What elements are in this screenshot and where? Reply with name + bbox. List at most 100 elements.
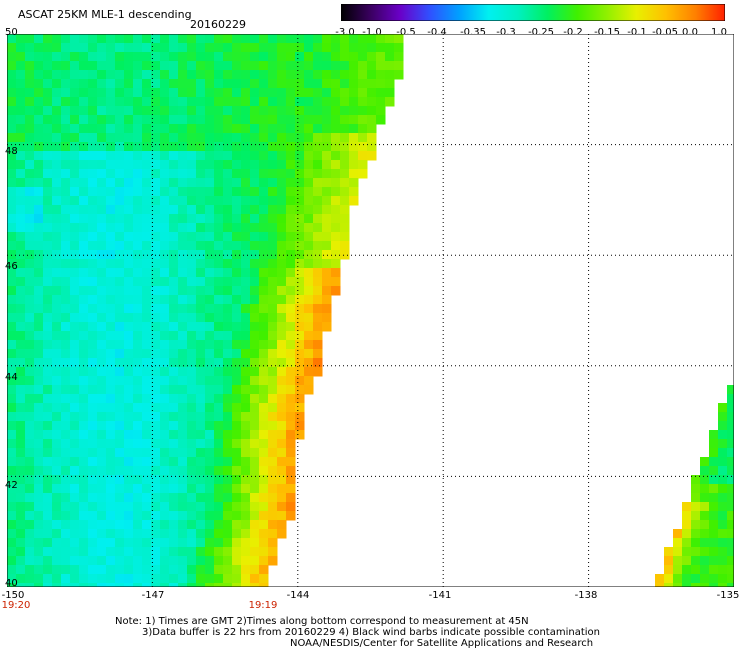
swath-cell [115, 421, 125, 431]
swath-cell [178, 178, 188, 188]
swath-cell [223, 115, 233, 125]
swath-cell [7, 106, 17, 116]
swath-cell [250, 403, 260, 413]
swath-cell [160, 61, 170, 71]
swath-cell [214, 511, 224, 521]
swath-cell [34, 538, 44, 548]
swath-cell [322, 295, 332, 305]
swath-cell [97, 349, 107, 359]
swath-cell [61, 394, 71, 404]
swath-cell [196, 565, 206, 575]
swath-cell [232, 52, 242, 62]
swath-cell [70, 376, 80, 386]
swath-cell [655, 574, 665, 584]
swath-cell [187, 97, 197, 107]
swath-cell [205, 205, 215, 215]
swath-cell [142, 214, 152, 224]
swath-cell [241, 412, 251, 422]
swath-cell [142, 79, 152, 89]
swath-cell [25, 367, 35, 377]
swath-cell [43, 106, 53, 116]
swath-cell [178, 358, 188, 368]
swath-cell [664, 565, 674, 575]
swath-cell [223, 493, 233, 503]
swath-cell [7, 286, 17, 296]
swath-cell [358, 115, 368, 125]
swath-cell [367, 61, 377, 71]
swath-cell [106, 304, 116, 314]
swath-cell [250, 511, 260, 521]
swath-cell [232, 511, 242, 521]
colorbar-label: -1.0 [362, 27, 382, 38]
swath-cell [133, 70, 143, 80]
swath-cell [331, 97, 341, 107]
swath-cell [43, 268, 53, 278]
swath-cell [124, 124, 134, 134]
swath-cell [124, 358, 134, 368]
swath-cell [160, 511, 170, 521]
swath-cell [367, 97, 377, 107]
swath-cell [34, 268, 44, 278]
swath-cell [673, 565, 683, 575]
swath-cell [358, 142, 368, 152]
swath-cell [691, 565, 701, 575]
swath-cell [700, 484, 710, 494]
swath-cell [718, 466, 728, 476]
swath-cell [70, 169, 80, 179]
swath-cell [223, 88, 233, 98]
swath-cell [115, 556, 125, 566]
swath-cell [61, 169, 71, 179]
swath-cell [70, 268, 80, 278]
swath-cell [34, 223, 44, 233]
swath-cell [52, 268, 62, 278]
swath-cell [106, 214, 116, 224]
swath-cell [7, 394, 17, 404]
swath-cell [79, 313, 89, 323]
swath-cell [70, 394, 80, 404]
swath-cell [169, 232, 179, 242]
colorbar-label: -0.2 [563, 27, 583, 38]
swath-cell [169, 439, 179, 449]
swath-cell [25, 160, 35, 170]
swath-cell [340, 160, 350, 170]
swath-cell [268, 124, 278, 134]
swath-cell [286, 61, 296, 71]
swath-cell [88, 70, 98, 80]
swath-cell [223, 376, 233, 386]
swath-cell [682, 529, 692, 539]
swath-cell [259, 88, 269, 98]
swath-cell [7, 376, 17, 386]
swath-cell [151, 142, 161, 152]
swath-cell [250, 295, 260, 305]
swath-cell [241, 304, 251, 314]
swath-cell [43, 313, 53, 323]
swath-cell [196, 322, 206, 332]
swath-cell [142, 502, 152, 512]
swath-cell [151, 511, 161, 521]
swath-cell [358, 106, 368, 116]
swath-cell [97, 259, 107, 269]
swath-cell [34, 52, 44, 62]
swath-cell [142, 394, 152, 404]
swath-cell [187, 493, 197, 503]
swath-cell [124, 457, 134, 467]
swath-cell [727, 394, 734, 404]
swath-cell [241, 439, 251, 449]
swath-cell [97, 286, 107, 296]
swath-cell [160, 160, 170, 170]
swath-cell [7, 295, 17, 305]
swath-cell [7, 277, 17, 287]
swath-cell [115, 511, 125, 521]
swath-cell [205, 106, 215, 116]
swath-cell [304, 70, 314, 80]
swath-cell [43, 286, 53, 296]
swath-cell [223, 457, 233, 467]
swath-cell [151, 385, 161, 395]
swath-cell [322, 61, 332, 71]
swath-cell [16, 70, 26, 80]
swath-cell [61, 448, 71, 458]
swath-cell [142, 547, 152, 557]
swath-cell [160, 133, 170, 143]
swath-cell [133, 169, 143, 179]
swath-cell [52, 295, 62, 305]
